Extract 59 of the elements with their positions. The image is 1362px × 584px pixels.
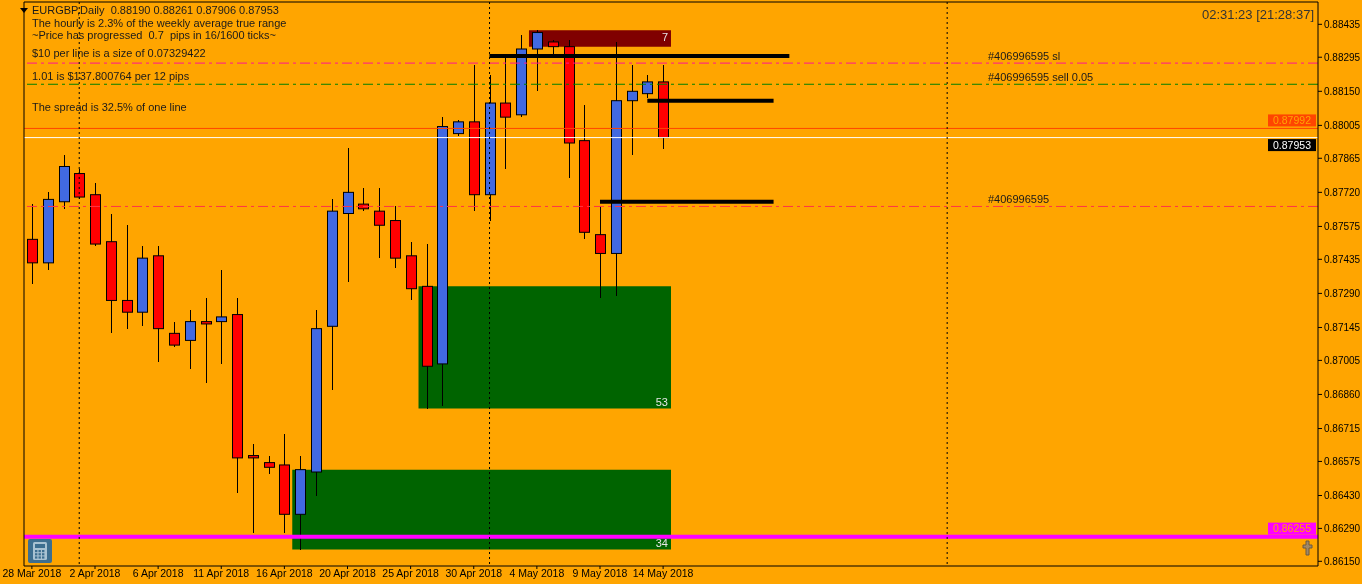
x-tick-label: 14 May 2018	[632, 567, 694, 580]
candlestick	[27, 203, 38, 285]
ref-line-label: #406996595 sl	[988, 50, 1061, 63]
y-tick-label: 0.87145	[1324, 322, 1361, 334]
y-tick-label: 0.87865	[1324, 152, 1361, 164]
y-tick-label: 0.87290	[1324, 287, 1361, 299]
candlestick	[185, 309, 196, 370]
y-tick-label: 0.88150	[1324, 85, 1361, 97]
y-tick-label: 0.86430	[1324, 490, 1361, 502]
ref-line-label: 0.87953	[1273, 138, 1312, 151]
band-label: 53	[655, 395, 668, 408]
annotation: $10 per line is a size of 0.07329422	[32, 47, 206, 59]
candlestick	[627, 64, 638, 156]
x-tick-label: 4 May 2018	[509, 567, 565, 580]
chart-title: EURGBP,Daily 0.88190 0.88261 0.87906 0.87953	[32, 4, 279, 16]
y-tick-label: 0.86575	[1324, 455, 1361, 467]
y-tick-label: 0.86150	[1324, 555, 1361, 567]
y-tick-label: 0.88435	[1324, 18, 1361, 30]
x-tick-label: 20 Apr 2018	[319, 567, 376, 580]
candlestick	[264, 454, 275, 476]
candlestick	[374, 186, 385, 259]
x-tick-label: 25 Apr 2018	[382, 567, 440, 580]
annotation: 1.01 is $137.800764 per 12 pips	[32, 70, 190, 82]
y-tick-label: 0.87005	[1324, 354, 1361, 366]
candlestick	[358, 186, 369, 212]
annotation: ~Price has progressed 0.7 pips in 16/1600 ticks~	[32, 29, 276, 41]
x-tick-label: 30 Apr 2018	[445, 567, 503, 580]
candlestick	[122, 224, 133, 330]
x-tick-label: 16 Apr 2018	[256, 567, 313, 580]
candlestick	[248, 443, 259, 534]
annotation: 02:31:23 [21:28:37]	[1201, 7, 1314, 22]
y-tick-label: 0.86715	[1324, 423, 1361, 435]
candlestick	[595, 205, 606, 299]
candlestick	[74, 168, 85, 201]
ref-line-label: #406996595 sell 0.05	[988, 71, 1094, 84]
y-tick-label: 0.86860	[1324, 389, 1361, 400]
candlestick	[343, 147, 354, 283]
x-tick-label: 11 Apr 2018	[193, 567, 250, 580]
y-tick-label: 0.88005	[1324, 119, 1361, 131]
x-tick-label: 6 Apr 2018	[132, 567, 184, 580]
x-tick-label: 2 Apr 2018	[69, 567, 121, 580]
y-tick-label: 0.87435	[1324, 253, 1361, 265]
annotation: The spread is 32.5% of one line	[32, 101, 187, 113]
candlestick	[201, 297, 212, 384]
y-tick-label: 0.86290	[1324, 522, 1361, 534]
annotation: The hourly is 2.3% of the weekly average true range	[32, 17, 287, 29]
candlestick	[169, 320, 180, 349]
y-tick-label: 0.87575	[1324, 220, 1361, 232]
y-tick-label: 0.87720	[1324, 186, 1361, 198]
annotation: #406996595	[988, 193, 1050, 206]
band-label: 7	[661, 31, 668, 44]
band-label: 34	[655, 536, 668, 549]
ref-line-label: 0.87992	[1273, 113, 1312, 126]
y-tick-label: 0.88295	[1324, 51, 1361, 63]
candlestick	[216, 269, 227, 365]
candlestick	[485, 74, 496, 222]
ref-line-label: 0.86255	[1273, 522, 1312, 535]
x-tick-label: 9 May 2018	[572, 567, 628, 580]
x-tick-label: 28 Mar 2018	[2, 567, 62, 580]
